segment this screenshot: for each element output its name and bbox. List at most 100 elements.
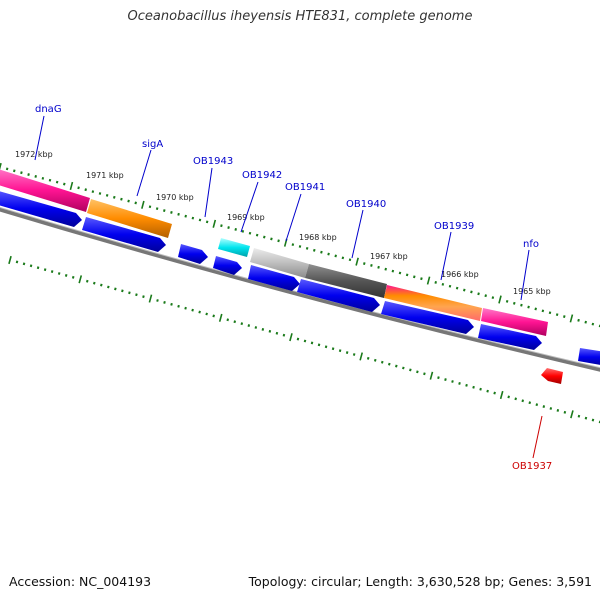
- genome-summary-text: Topology: circular; Length: 3,630,528 bp…: [248, 574, 592, 589]
- map-title: Oceanobacillus iheyensis HTE831, complet…: [127, 9, 473, 24]
- gene-arrow[interactable]: [213, 256, 242, 275]
- gene-label-dnaG[interactable]: dnaG: [35, 104, 62, 115]
- reverse-gene-label-leader: [532, 415, 543, 459]
- gene-label-OB1939[interactable]: OB1939: [434, 221, 474, 232]
- inner-tick-mark: [313, 248, 316, 252]
- inner-tick-mark: [398, 271, 402, 275]
- outer-tick-mark: [261, 328, 265, 331]
- inner-tick-mark: [141, 200, 145, 209]
- inner-tick-mark: [41, 176, 45, 180]
- gene-arrow[interactable]: [248, 265, 300, 291]
- outer-tick-mark: [465, 383, 468, 387]
- outer-tick-mark: [549, 407, 553, 410]
- reverse-gene-arrow[interactable]: [541, 368, 563, 384]
- outer-tick-mark: [324, 345, 328, 349]
- outer-tick-mark: [395, 364, 398, 368]
- inner-tick-mark: [277, 239, 280, 243]
- outer-tick-mark: [373, 358, 377, 362]
- inner-tick-mark: [255, 233, 259, 237]
- outer-tick-track: [8, 255, 600, 424]
- accession-text: Accession: NC_004193: [9, 574, 152, 589]
- outer-tick-mark: [514, 397, 517, 401]
- gene-label-OB1940[interactable]: OB1940: [346, 199, 386, 210]
- outer-tick-mark: [444, 378, 447, 381]
- inner-tick-mark: [5, 167, 9, 171]
- scale-label: 1967 kbp: [370, 252, 408, 261]
- scale-label: 1972 kbp: [15, 150, 53, 159]
- outer-tick-mark: [429, 371, 434, 380]
- outer-tick-mark: [142, 295, 145, 299]
- outer-tick-mark: [317, 343, 321, 347]
- gene-label-OB1943[interactable]: OB1943: [193, 156, 233, 167]
- inner-tick-mark: [127, 199, 130, 203]
- outer-tick-mark: [282, 333, 286, 337]
- outer-tick-mark: [184, 306, 187, 310]
- outer-tick-mark: [275, 331, 279, 335]
- gene-arrow[interactable]: [82, 217, 166, 252]
- outer-tick-mark: [240, 322, 244, 326]
- outer-tick-mark: [71, 275, 75, 279]
- inner-tick-mark: [377, 265, 380, 269]
- gene-label-OB1942[interactable]: OB1942: [242, 170, 282, 181]
- inner-tick-mark: [27, 173, 30, 176]
- outer-tick-mark: [451, 380, 454, 383]
- inner-tick-mark: [491, 296, 495, 300]
- gene-arrow[interactable]: [297, 279, 380, 312]
- outer-tick-mark: [205, 312, 208, 316]
- outer-tick-mark: [15, 260, 19, 264]
- outer-tick-mark: [36, 266, 40, 270]
- inner-tick-mark: [105, 193, 109, 197]
- gene-label-OB1941[interactable]: OB1941: [285, 182, 325, 193]
- scale-label: 1968 kbp: [299, 233, 337, 242]
- outer-tick-mark: [570, 410, 574, 419]
- outer-tick-mark: [542, 405, 546, 408]
- inner-tick-mark: [98, 192, 102, 195]
- category-bar-darkgray: [305, 264, 387, 298]
- inner-tick-mark: [191, 216, 195, 220]
- outer-tick-mark: [22, 262, 26, 266]
- forward-gene-track: [0, 190, 600, 366]
- outer-tick-mark: [163, 301, 166, 304]
- inner-tick-mark: [148, 205, 152, 209]
- outer-tick-mark: [493, 391, 496, 395]
- outer-tick-mark: [345, 351, 349, 354]
- inner-tick-mark: [505, 299, 509, 303]
- inner-tick-mark: [291, 243, 295, 247]
- gene-arrow[interactable]: [578, 348, 600, 366]
- inner-tick-mark: [334, 254, 337, 258]
- scale-label: 1970 kbp: [156, 193, 194, 202]
- outer-tick-mark: [416, 370, 419, 374]
- gene-label-OB1937[interactable]: OB1937: [512, 461, 552, 472]
- outer-tick-mark: [85, 279, 89, 283]
- inner-tick-mark: [470, 290, 473, 294]
- inner-tick-mark: [448, 284, 452, 288]
- gene-label-nfo[interactable]: nfo: [523, 239, 539, 250]
- gene-arrow[interactable]: [178, 244, 208, 264]
- inner-tick-mark: [541, 309, 545, 313]
- inner-tick-mark: [370, 264, 373, 267]
- inner-tick-mark: [55, 180, 59, 184]
- gene-arrow[interactable]: [478, 324, 542, 350]
- inner-tick-mark: [484, 294, 487, 298]
- outer-tick-mark: [535, 403, 539, 407]
- outer-tick-mark: [226, 318, 230, 322]
- outer-tick-mark: [148, 294, 153, 303]
- inner-tick-mark: [134, 201, 137, 205]
- outer-tick-mark: [177, 304, 180, 308]
- outer-tick-mark: [8, 255, 12, 265]
- gene-label-leader: [440, 231, 452, 281]
- gene-label-sigA[interactable]: sigA: [142, 139, 163, 150]
- inner-tick-mark: [13, 169, 16, 173]
- inner-tick-mark: [391, 269, 395, 273]
- category-bar-pink: [0, 169, 90, 212]
- inner-tick-mark: [477, 292, 480, 296]
- inner-tick-mark: [177, 212, 180, 216]
- inner-tick-mark: [441, 282, 445, 286]
- inner-tick-mark: [434, 281, 437, 284]
- inner-tick-mark: [513, 301, 516, 305]
- gene-arrow[interactable]: [0, 190, 82, 227]
- outer-tick-mark: [107, 285, 110, 289]
- inner-tick-mark: [563, 315, 566, 318]
- outer-tick-mark: [128, 291, 131, 295]
- gene-arrow[interactable]: [381, 301, 474, 334]
